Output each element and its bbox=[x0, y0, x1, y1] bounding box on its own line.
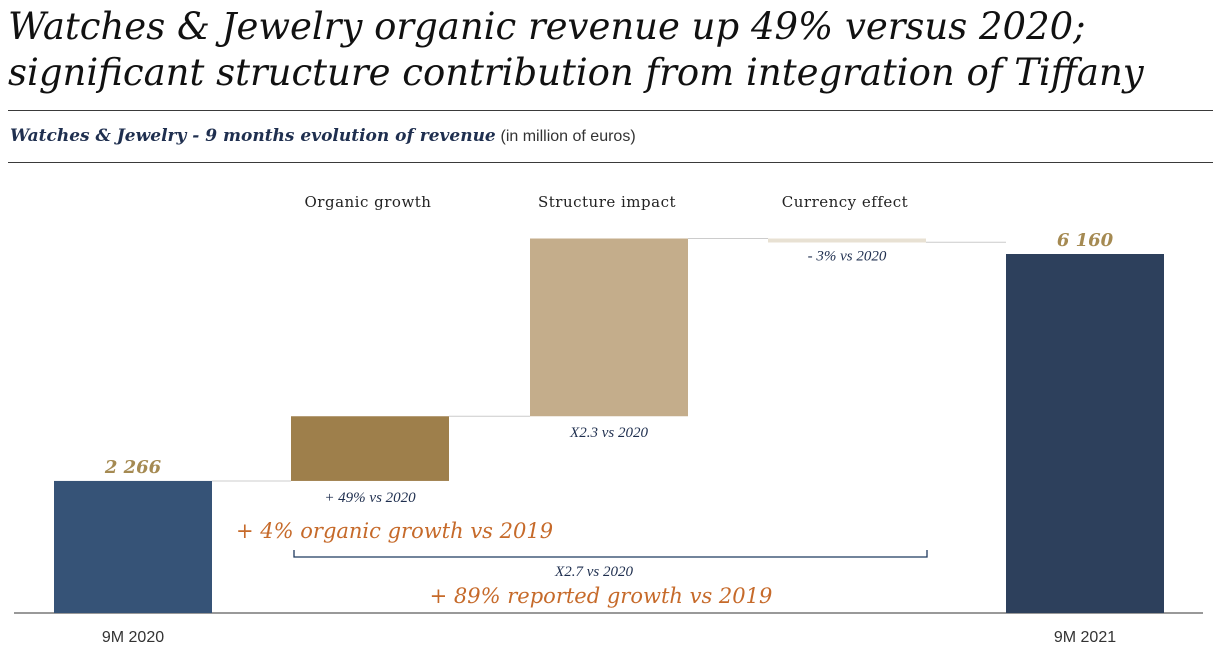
subtitle-main: Watches & Jewelry - 9 months evolution o… bbox=[10, 126, 496, 146]
bar-organic-growth bbox=[291, 416, 449, 481]
value-label: 6 160 bbox=[1057, 230, 1114, 251]
category-header: Currency effect bbox=[782, 193, 908, 211]
x-axis-label: 9M 2021 bbox=[1054, 629, 1116, 646]
value-label: 2 266 bbox=[104, 457, 162, 478]
page-title: Watches & Jewelry organic revenue up 49%… bbox=[8, 5, 1144, 94]
bar-9m-2021 bbox=[1006, 254, 1164, 613]
step-note: + 49% vs 2020 bbox=[324, 490, 416, 506]
bar-structure-impact bbox=[530, 238, 688, 417]
x-axis-label: 9M 2020 bbox=[102, 629, 164, 646]
title-divider bbox=[8, 110, 1213, 111]
growth-bracket bbox=[293, 550, 928, 558]
step-note: X2.3 vs 2020 bbox=[569, 425, 648, 441]
organic-growth-2019-note: + 4% organic growth vs 2019 bbox=[236, 519, 553, 543]
bar-9m-2020 bbox=[54, 480, 212, 613]
category-header: Structure impact bbox=[538, 193, 676, 211]
total-vs-2020-note: X2.7 vs 2020 bbox=[554, 564, 633, 580]
reported-growth-2019-note: + 89% reported growth vs 2019 bbox=[430, 584, 773, 608]
step-note: - 3% vs 2020 bbox=[808, 248, 887, 264]
bar-currency-effect bbox=[768, 238, 926, 243]
subtitle-unit: (in million of euros) bbox=[500, 128, 636, 145]
subtitle-divider bbox=[8, 162, 1213, 163]
chart-subtitle: Watches & Jewelry - 9 months evolution o… bbox=[10, 125, 636, 147]
category-header: Organic growth bbox=[305, 193, 432, 211]
